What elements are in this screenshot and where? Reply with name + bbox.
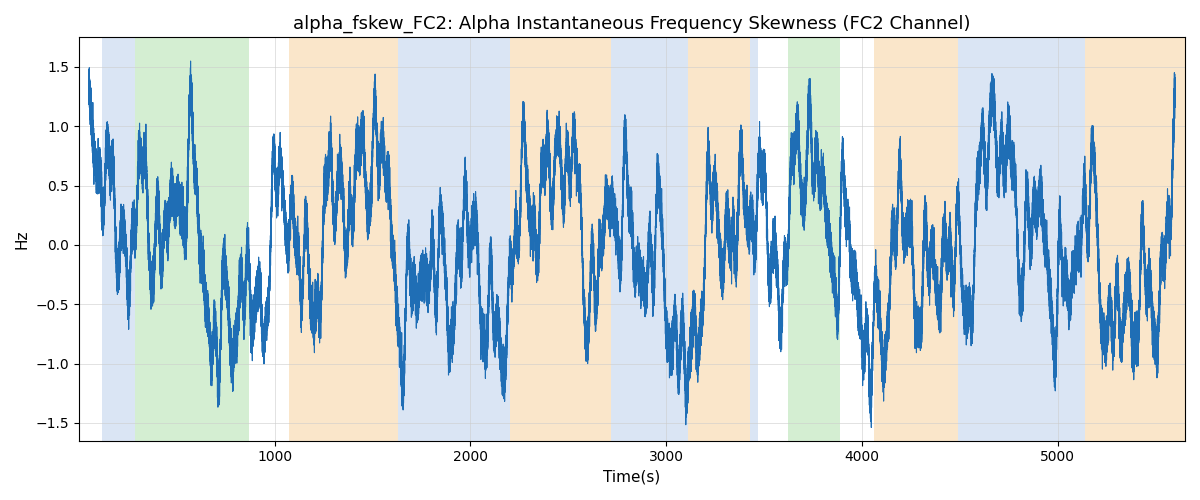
Bar: [134, 38, 250, 440]
Bar: [874, 38, 958, 440]
Bar: [688, 38, 750, 440]
Bar: [510, 38, 611, 440]
Y-axis label: Hz: Hz: [14, 230, 30, 249]
X-axis label: Time(s): Time(s): [604, 470, 660, 485]
Bar: [787, 38, 840, 440]
Bar: [750, 38, 758, 440]
Bar: [398, 38, 510, 440]
Bar: [1085, 38, 1186, 440]
Bar: [102, 38, 134, 440]
Bar: [958, 38, 1085, 440]
Title: alpha_fskew_FC2: Alpha Instantaneous Frequency Skewness (FC2 Channel): alpha_fskew_FC2: Alpha Instantaneous Fre…: [293, 15, 971, 34]
Bar: [289, 38, 398, 440]
Bar: [611, 38, 688, 440]
